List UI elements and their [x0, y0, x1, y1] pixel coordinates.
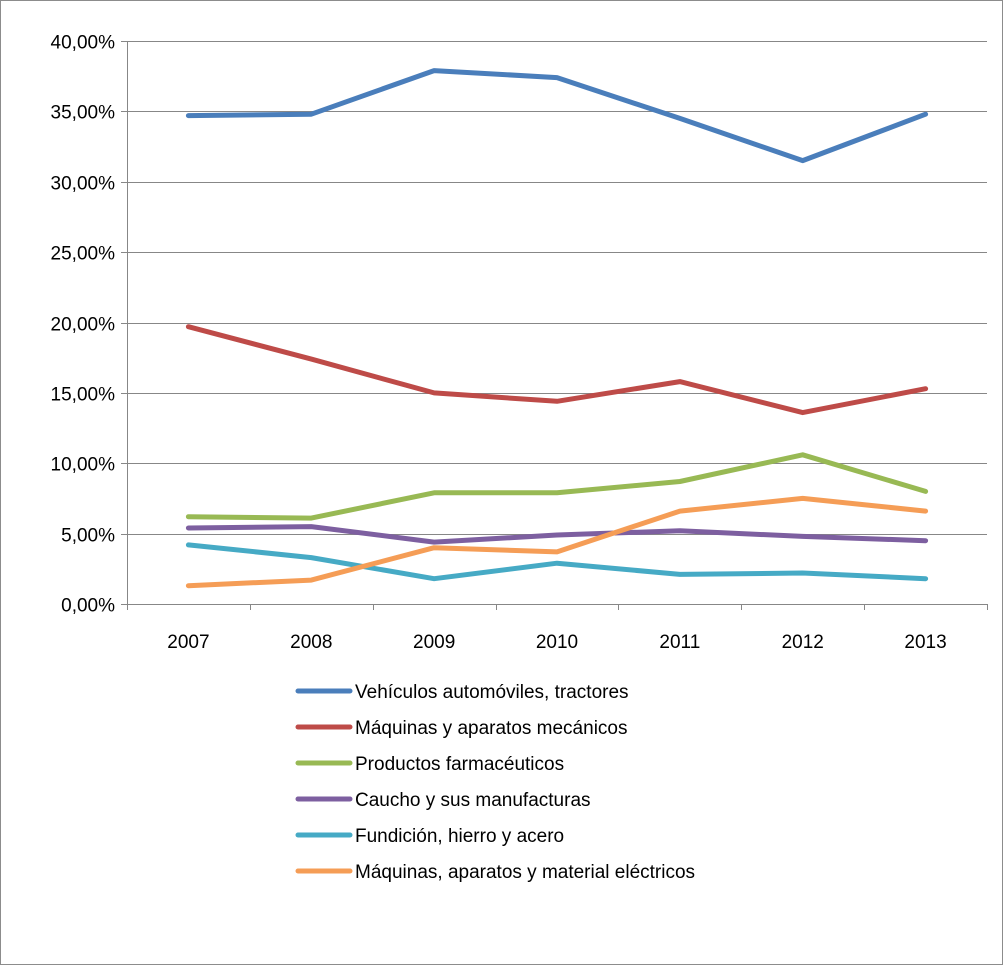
legend-label: Productos farmacéuticos: [355, 754, 564, 775]
x-tick-label: 2008: [290, 632, 332, 653]
legend-item: Fundición, hierro y acero: [295, 826, 564, 847]
legend: Vehículos automóviles, tractores Máquinas…: [295, 682, 695, 883]
x-tick-label: 2013: [904, 632, 946, 653]
y-tick-label: 0,00%: [61, 596, 115, 617]
series-line-2: [185, 324, 929, 416]
y-tick-label: 30,00%: [51, 174, 116, 195]
legend-item: Máquinas y aparatos mecánicos: [295, 718, 627, 739]
axes: 0,00% 5,00% 10,00% 15,00% 20,00% 25,00% 30,00%…: [51, 33, 988, 653]
legend-label: Máquinas y aparatos mecánicos: [355, 718, 627, 739]
series-line-3: [185, 452, 929, 521]
x-tick-label: 2011: [659, 632, 700, 653]
y-tick-label: 25,00%: [51, 244, 116, 265]
gridlines: [127, 41, 987, 535]
x-tick-label: 2012: [782, 632, 824, 653]
series-lines: [185, 68, 929, 589]
x-tick-label: 2010: [536, 632, 578, 653]
legend-item: Productos farmacéuticos: [295, 754, 564, 775]
series-line-6: [185, 495, 929, 589]
y-tick-label: 35,00%: [51, 103, 116, 124]
legend-label: Vehículos automóviles, tractores: [355, 682, 629, 703]
legend-item: Vehículos automóviles, tractores: [295, 682, 629, 703]
x-tick-label: 2007: [167, 632, 209, 653]
y-tick-label: 15,00%: [51, 385, 116, 406]
y-tick-label: 40,00%: [51, 33, 116, 54]
legend-item: Caucho y sus manufacturas: [295, 790, 591, 811]
legend-label: Caucho y sus manufacturas: [355, 790, 591, 811]
legend-label: Fundición, hierro y acero: [355, 826, 564, 847]
x-tick-label: 2009: [413, 632, 455, 653]
y-tick-label: 10,00%: [51, 455, 116, 476]
series-line-1: [185, 68, 929, 164]
series-line-4: [185, 524, 929, 545]
series-line-5: [185, 542, 929, 582]
y-tick-label: 5,00%: [61, 526, 115, 547]
legend-label: Máquinas, aparatos y material eléctricos: [355, 862, 695, 883]
legend-item: Máquinas, aparatos y material eléctricos: [295, 862, 695, 883]
y-tick-label: 20,00%: [51, 315, 116, 336]
